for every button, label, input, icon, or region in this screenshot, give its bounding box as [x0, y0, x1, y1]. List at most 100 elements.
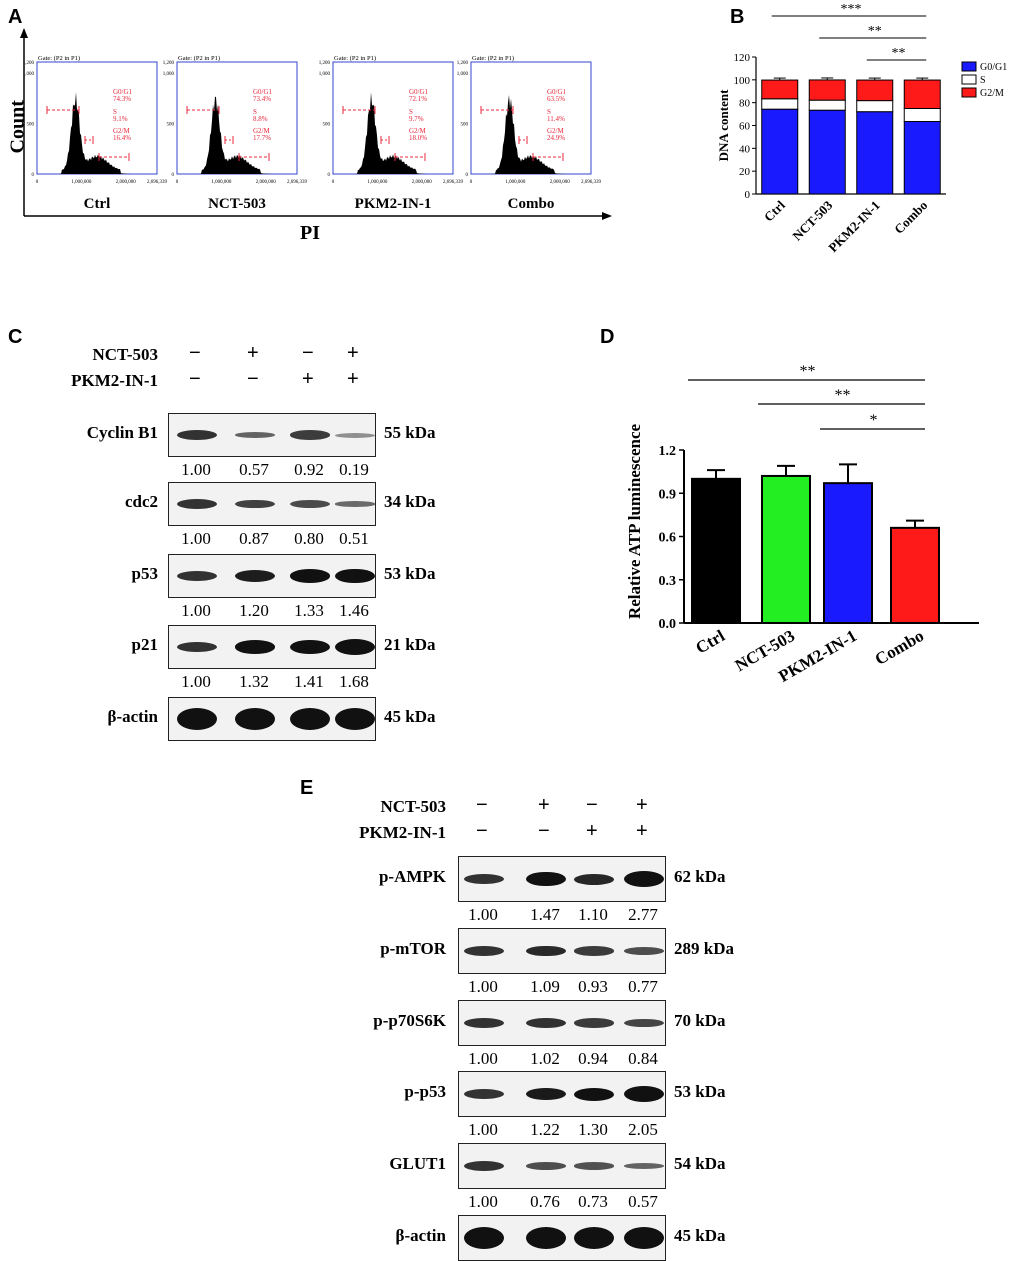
blot-image [458, 856, 666, 902]
y-tick-label: 0 [32, 173, 35, 178]
protein-band [526, 1087, 566, 1101]
band-quantification: 1.10 [578, 905, 608, 924]
gate-label: Gate: (P2 in P1) [334, 55, 376, 62]
x-tick-label: 1,000,000 [211, 180, 232, 185]
blot-image [168, 625, 376, 669]
treatment-sign: − [476, 820, 488, 842]
panel-label-c: C [8, 326, 23, 348]
treatment-sign: − [247, 368, 259, 390]
gate-percentage: 72.1% [409, 95, 427, 103]
treatment-sign: − [189, 342, 201, 364]
band-quantification: 0.57 [628, 1192, 658, 1211]
protein-band [177, 571, 217, 581]
stacked-bar-segment [761, 79, 799, 100]
x-tick-label: 2,696,339 [443, 180, 464, 185]
kda-label: 289 kDa [674, 939, 734, 958]
band-quantification: 0.57 [239, 460, 269, 479]
protein-band [624, 871, 664, 887]
x-tick-label: 2,000,000 [550, 180, 571, 185]
treatment-sign: − [476, 794, 488, 816]
protein-band [235, 432, 275, 438]
x-tick-label: 1,000,000 [505, 180, 526, 185]
significance-marker: ** [835, 387, 851, 404]
band-quantification: 1.00 [468, 1049, 498, 1068]
y-tick-label: 0 [466, 173, 469, 178]
dna-content-chart: 0 20 40 60 80 100 120 DNA content Ctrl NCT-503PKM… [716, 2, 1007, 255]
band-quantification: 1.46 [339, 601, 369, 620]
y-tick-label: 100 [734, 75, 751, 87]
gate-percentage: G2/M [113, 127, 131, 135]
stacked-bar-segment [903, 121, 941, 195]
protein-band [526, 1017, 566, 1029]
panel-label-e: E [300, 777, 314, 799]
y-tick-label: 500 [27, 123, 35, 128]
y-axis-label: DNA content [716, 89, 731, 162]
protein-band [464, 1018, 504, 1028]
blot-image [168, 554, 376, 598]
band-quantification: 2.05 [628, 1120, 658, 1139]
protein-label: GLUT1 [389, 1154, 446, 1173]
y-tick-label: 0 [745, 189, 751, 201]
treatment-sign: + [538, 794, 550, 816]
condition-label: Ctrl [83, 196, 111, 212]
protein-band [526, 945, 566, 957]
y-tick-label: 1,200 [319, 61, 331, 66]
band-quantification: 0.73 [578, 1192, 608, 1211]
band-quantification: 1.00 [181, 460, 211, 479]
blot-image [458, 1143, 666, 1189]
kda-label: 53 kDa [384, 564, 436, 583]
legend-label: G2/M [980, 88, 1004, 99]
treatment-label-2: PKM2-IN-1 [359, 823, 446, 842]
treatment-sign: − [302, 342, 314, 364]
legend-swatch [961, 61, 977, 72]
protein-band [335, 639, 375, 655]
protein-band [177, 642, 217, 652]
protein-band [335, 501, 375, 507]
band-quantification: 1.32 [239, 672, 269, 691]
band-quantification: 0.77 [628, 977, 658, 996]
protein-label: cdc2 [124, 492, 158, 511]
flow-axes [20, 28, 612, 220]
protein-band [464, 946, 504, 956]
blot-image [168, 697, 376, 741]
panel-label-b: B [730, 6, 745, 28]
protein-band [235, 570, 275, 582]
band-quantification: 0.51 [339, 529, 369, 548]
x-tick-label: NCT-503 [789, 197, 835, 243]
gate-percentage: 18.0% [409, 134, 427, 142]
atp-bar [761, 474, 811, 624]
gate-percentage: G2/M [409, 127, 427, 135]
significance-marker: ** [800, 363, 816, 380]
protein-band [574, 1018, 614, 1028]
y-tick-label: 1,200 [163, 61, 175, 66]
band-quantification: 0.84 [628, 1049, 658, 1068]
x-tick-label: Combo [891, 198, 930, 237]
x-tick-label: 0 [36, 180, 39, 185]
band-quantification: 0.19 [339, 460, 369, 479]
protein-band [574, 1087, 614, 1101]
band-quantification: 0.93 [578, 977, 608, 996]
x-tick-label: 2,000,000 [412, 180, 433, 185]
protein-band [235, 640, 275, 654]
blot-image [458, 928, 666, 974]
significance-marker: ** [892, 46, 906, 61]
treatment-sign: + [636, 794, 648, 816]
band-quantification: 1.33 [294, 601, 324, 620]
y-tick-label: 500 [461, 123, 469, 128]
y-tick-label: 0 [172, 173, 175, 178]
y-tick-label: 1,200 [457, 61, 469, 66]
y-tick-label: 1,000 [319, 72, 331, 77]
protein-band [624, 1018, 664, 1028]
gate-percentage: S [409, 108, 413, 116]
protein-band [335, 568, 375, 584]
protein-band [290, 430, 330, 440]
protein-label: p-mTOR [380, 939, 446, 958]
gate-percentage: S [113, 108, 117, 116]
significance-marker: * [870, 412, 878, 429]
band-quantification: 2.77 [628, 905, 658, 924]
band-quantification: 0.94 [578, 1049, 608, 1068]
stacked-bar-segment [808, 109, 846, 195]
